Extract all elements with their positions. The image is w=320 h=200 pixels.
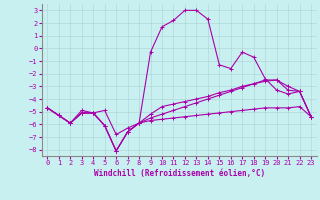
X-axis label: Windchill (Refroidissement éolien,°C): Windchill (Refroidissement éolien,°C) [94, 169, 265, 178]
